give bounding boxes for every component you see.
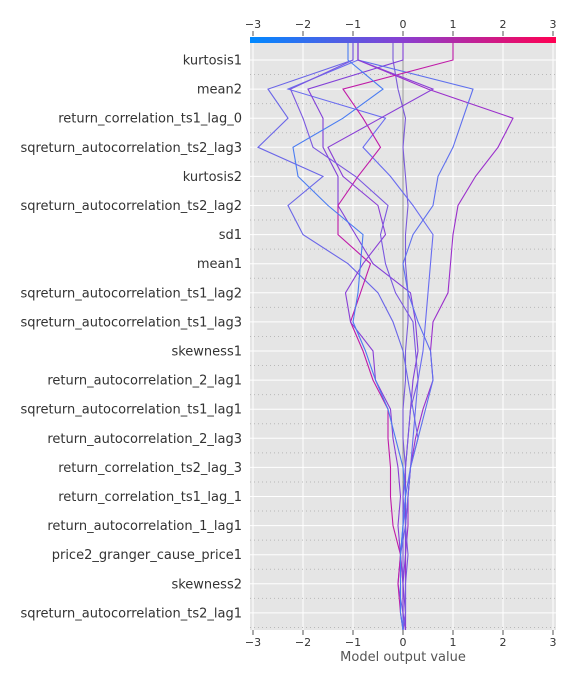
top-tick-label: −2 — [295, 18, 311, 31]
top-tick-label: 2 — [500, 18, 507, 31]
feature-label: skewness2 — [171, 577, 242, 592]
bottom-tick-label: 3 — [550, 636, 557, 649]
feature-label: return_correlation_ts1_lag_0 — [58, 112, 242, 127]
x-axis-label: Model output value — [340, 650, 466, 665]
bottom-axis: −3 −2 −1 0 1 2 3 — [245, 630, 557, 649]
decision-path — [289, 43, 419, 631]
top-tick-label: 0 — [400, 18, 407, 31]
feature-labels: kurtosis1 mean2 return_correlation_ts1_lag… — [20, 54, 242, 622]
feature-label: sqreturn_autocorrelation_ts2_lag1 — [20, 606, 242, 621]
colorbar — [250, 37, 556, 43]
top-tick-label: −1 — [345, 18, 361, 31]
feature-label: kurtosis1 — [183, 54, 242, 69]
bottom-tick-label: −1 — [345, 636, 361, 649]
bottom-tick-label: 0 — [400, 636, 407, 649]
bottom-tick-label: −2 — [295, 636, 311, 649]
decision-path — [292, 43, 407, 631]
top-axis: −3 −2 −1 0 1 2 3 — [245, 18, 557, 36]
feature-label: sqreturn_autocorrelation_ts2_lag2 — [20, 199, 242, 214]
feature-label: return_autocorrelation_2_lag1 — [47, 374, 242, 389]
feature-label: mean1 — [197, 257, 242, 272]
feature-label: kurtosis2 — [183, 170, 242, 185]
feature-label: mean2 — [197, 83, 242, 98]
feature-label: return_correlation_ts2_lag_3 — [58, 461, 242, 476]
feature-label: sqreturn_autocorrelation_ts1_lag2 — [20, 286, 242, 301]
feature-label: return_autocorrelation_2_lag3 — [47, 432, 242, 447]
feature-label: sd1 — [219, 228, 242, 243]
decision-path — [257, 43, 419, 630]
feature-label: return_autocorrelation_1_lag1 — [47, 519, 242, 534]
feature-label: return_correlation_ts1_lag_1 — [58, 490, 242, 505]
decision-path — [337, 43, 454, 631]
top-tick-label: 3 — [550, 18, 557, 31]
feature-label: sqreturn_autocorrelation_ts1_lag3 — [20, 315, 242, 330]
feature-label: sqreturn_autocorrelation_ts1_lag1 — [20, 403, 242, 418]
bottom-tick-label: 1 — [450, 636, 457, 649]
decision-path — [327, 43, 435, 631]
bottom-tick-label: 2 — [500, 636, 507, 649]
bottom-tick-label: −3 — [245, 636, 261, 649]
feature-label: sqreturn_autocorrelation_ts2_lag3 — [20, 141, 242, 156]
decision-paths — [257, 43, 514, 631]
top-tick-label: −3 — [245, 18, 261, 31]
decision-path — [307, 43, 419, 630]
feature-label: price2_granger_cause_price1 — [52, 548, 242, 563]
feature-label: skewness1 — [171, 345, 242, 360]
top-tick-label: 1 — [450, 18, 457, 31]
